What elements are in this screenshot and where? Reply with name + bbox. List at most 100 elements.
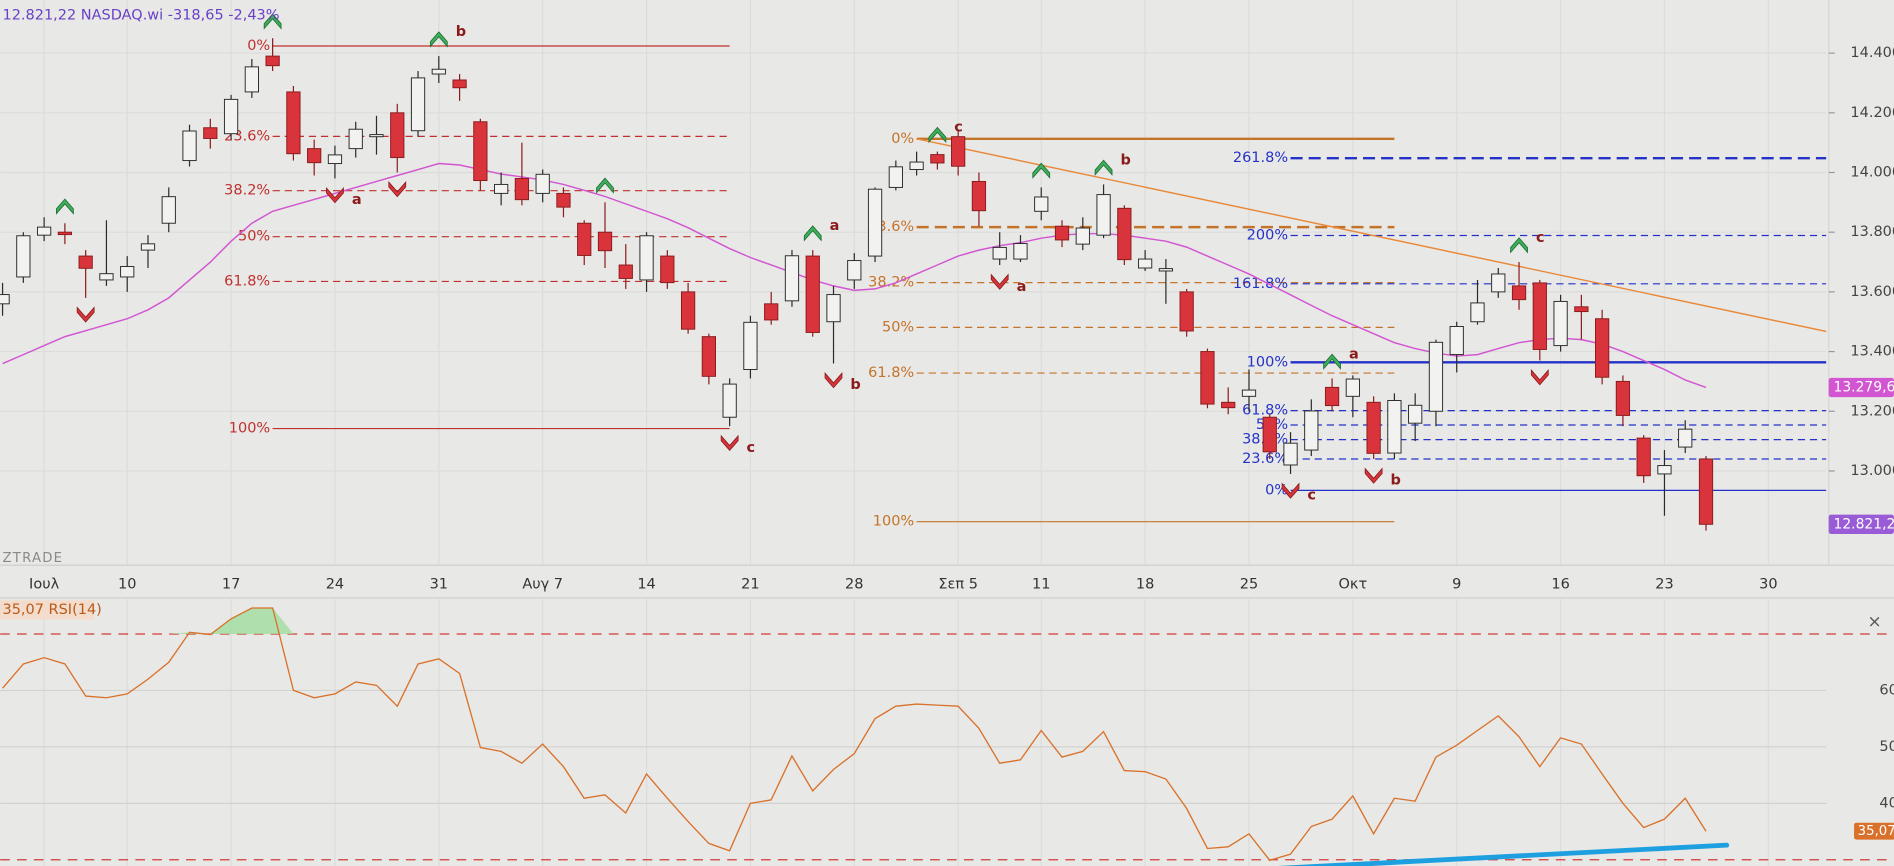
wave-label: a bbox=[352, 192, 362, 208]
fib-label: 23.6% bbox=[1242, 451, 1288, 467]
candle-body bbox=[930, 154, 945, 164]
wave-marker-up bbox=[1032, 162, 1051, 179]
candle-body bbox=[307, 148, 322, 164]
candle-body bbox=[1221, 401, 1236, 409]
candle-body bbox=[1324, 386, 1340, 407]
candle-body bbox=[327, 154, 343, 165]
close-button[interactable]: × bbox=[1868, 611, 1882, 631]
wave-marker-down bbox=[326, 187, 344, 204]
candle-body bbox=[120, 266, 135, 278]
candle-body bbox=[223, 98, 239, 135]
candle-body bbox=[286, 91, 301, 155]
axes: Ιουλ 10 17 24 31 Αυγ 7 14 21 28 Σεπ 5 11 18 25 Οκτ 9 16… bbox=[29, 45, 1894, 592]
rsi-tick-label: 50 bbox=[1879, 739, 1894, 755]
y-tick-label: 14.000 bbox=[1850, 165, 1894, 181]
rsi-panel: 60 50 40 35,07 bbox=[0, 597, 1894, 866]
candle-body bbox=[161, 196, 176, 224]
fib-label: 161.8% bbox=[1233, 276, 1288, 292]
candle-body bbox=[556, 192, 571, 208]
candle-body bbox=[1117, 207, 1132, 261]
fib-label: 50% bbox=[238, 229, 270, 245]
candle-body bbox=[1200, 351, 1215, 405]
rsi-tag-label: 35,07 bbox=[1858, 824, 1894, 839]
fib-label: 61.8% bbox=[1242, 403, 1288, 419]
x-tick-label: 28 bbox=[845, 577, 863, 593]
candle-body bbox=[1595, 318, 1610, 378]
wave-label: a bbox=[1349, 346, 1359, 362]
wave-marker-up bbox=[1094, 159, 1113, 176]
candle-body bbox=[244, 66, 259, 93]
candle-body bbox=[1678, 428, 1693, 448]
candle-body bbox=[1698, 458, 1714, 525]
price-tag bbox=[1828, 377, 1894, 398]
candle-body bbox=[764, 303, 779, 321]
x-tick-label: 10 bbox=[118, 577, 136, 593]
rsi-tick-label: 40 bbox=[1879, 795, 1894, 811]
x-tick-label: 21 bbox=[741, 577, 759, 593]
wave-marker-down bbox=[1281, 482, 1300, 499]
candle-body bbox=[577, 222, 592, 256]
y-tick-label: 13.600 bbox=[1850, 284, 1894, 300]
candle-body bbox=[1449, 326, 1464, 356]
wave-marker-down bbox=[720, 434, 739, 451]
candle-body bbox=[847, 260, 862, 281]
x-tick-label: 25 bbox=[1240, 577, 1258, 593]
candle-body bbox=[16, 235, 31, 278]
wave-label: b bbox=[1391, 473, 1401, 489]
wave-marker-up bbox=[56, 198, 74, 215]
fib-label: 100% bbox=[873, 514, 914, 530]
price-panel: 0%23.6%38.2%50%61.8%100%0%23.6%38.2%50%6… bbox=[0, 0, 1827, 566]
fib-label: 50% bbox=[882, 319, 914, 335]
candle-body bbox=[971, 180, 987, 212]
wave-marker-up bbox=[596, 177, 614, 194]
candle-body bbox=[1470, 302, 1485, 323]
candle-body bbox=[1511, 285, 1527, 301]
wave-marker-down bbox=[76, 306, 95, 323]
x-tick-label: Ιουλ bbox=[29, 577, 60, 593]
wave-label: c bbox=[1536, 230, 1545, 246]
candle-body bbox=[888, 166, 903, 188]
candle-body bbox=[1345, 378, 1360, 397]
candle-body bbox=[992, 246, 1007, 260]
fib-label: 100% bbox=[1247, 354, 1288, 370]
candle-body bbox=[1096, 194, 1111, 236]
rsi-title-box bbox=[0, 600, 95, 620]
candle-body bbox=[140, 243, 156, 251]
candle-body bbox=[701, 336, 716, 377]
candle-body bbox=[1034, 196, 1049, 212]
candle-body bbox=[784, 255, 800, 302]
wave-marker-up bbox=[1323, 353, 1341, 370]
x-tick-label: Οκτ bbox=[1339, 577, 1368, 593]
labels: 12.821,22 NASDAQ.wi -318,65 -2,43% ZTRADE… bbox=[0, 8, 1882, 631]
y-tick-label: 13.400 bbox=[1850, 344, 1894, 360]
x-tick-label: 30 bbox=[1759, 577, 1777, 593]
candle-body bbox=[618, 264, 633, 279]
wave-label: c bbox=[954, 119, 963, 135]
candle-body bbox=[680, 291, 696, 330]
candle-body bbox=[431, 68, 446, 75]
moving-average bbox=[2, 162, 1707, 389]
x-tick-label: 18 bbox=[1136, 577, 1154, 593]
wave-marker-down bbox=[1364, 467, 1383, 484]
candle-body bbox=[1408, 404, 1423, 424]
watermark: ZTRADE bbox=[2, 551, 63, 566]
candle-body bbox=[57, 231, 73, 236]
candle-body bbox=[99, 273, 114, 281]
fib-label: 38.2% bbox=[224, 183, 270, 199]
candle-body bbox=[494, 183, 509, 194]
candle-body bbox=[410, 77, 426, 132]
x-tick-label: 24 bbox=[326, 577, 344, 593]
rsi-line bbox=[2, 607, 1707, 862]
wave-marker-down bbox=[388, 181, 407, 198]
candle-body bbox=[1179, 291, 1194, 332]
fib-label: 0% bbox=[247, 38, 270, 54]
chart-title: 12.821,22 NASDAQ.wi -318,65 -2,43% bbox=[2, 8, 279, 24]
fib-label: 38.2% bbox=[868, 275, 914, 291]
candle-body bbox=[1054, 225, 1070, 241]
candle-body bbox=[78, 255, 93, 269]
rsi-title: 35,07 RSI(14) bbox=[2, 602, 101, 618]
candle-body bbox=[265, 55, 280, 67]
price-tag-label: 13.279,61 bbox=[1834, 379, 1894, 395]
fib-label: 0% bbox=[891, 131, 914, 147]
fib-label: 100% bbox=[229, 421, 270, 437]
